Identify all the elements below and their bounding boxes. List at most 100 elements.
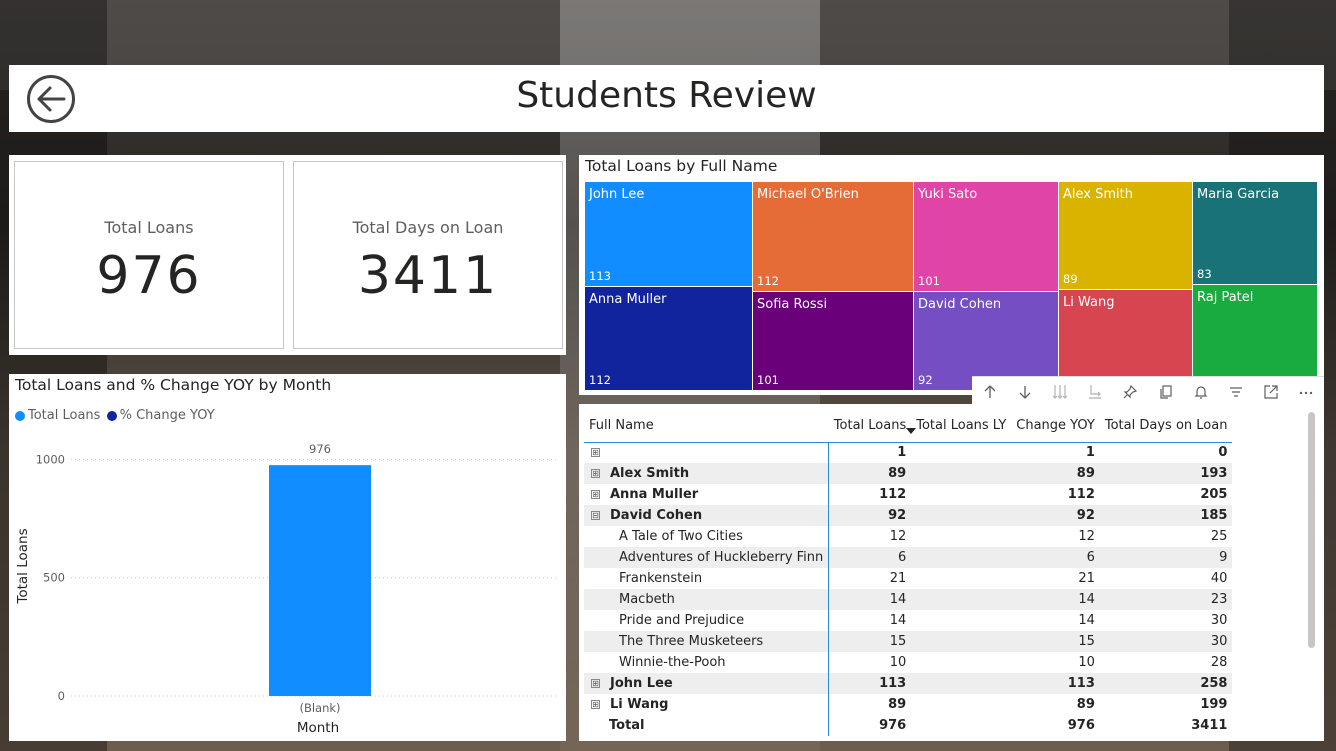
data-label: 976	[309, 442, 331, 456]
matrix-detail-row[interactable]: The Three Musketeers 15 15 30	[584, 631, 1233, 652]
matrix-table: Full Name Total Loans Total Loans LY Cha…	[584, 410, 1233, 736]
treemap-cell-sofia-rossi[interactable]: Sofia Rossi 101	[752, 291, 914, 391]
value-cell: 23	[1099, 589, 1233, 610]
value-cell: 10	[889, 655, 907, 670]
value-cell: 92	[828, 505, 912, 526]
matrix-group-row[interactable]: ⊟ David Cohen 92 92 185	[584, 505, 1233, 526]
value-cell: 258	[1099, 673, 1233, 694]
x-tick-label: (Blank)	[299, 701, 340, 715]
treemap-cell-maria-garcia[interactable]: Maria Garcia 83	[1192, 181, 1318, 285]
filter-icon[interactable]	[1222, 378, 1250, 406]
value-cell	[911, 442, 1011, 463]
legend-label: Total Loans	[28, 408, 101, 423]
matrix-group-row[interactable]: ⊞ Li Wang 89 89 199	[584, 694, 1232, 715]
value-cell	[911, 547, 1012, 568]
row-label: Pride and Prejudice	[619, 613, 745, 628]
matrix-detail-row[interactable]: Winnie-the-Pooh 10 10 28	[584, 652, 1232, 673]
kpi-value: 3411	[357, 246, 499, 306]
matrix-detail-row[interactable]: Frankenstein 21 21 40	[584, 568, 1232, 589]
treemap-cell-alex-smith[interactable]: Alex Smith 89	[1058, 181, 1193, 290]
expand-icon[interactable]: ⊞	[591, 490, 600, 499]
column-header-total-days-on-loan[interactable]: Total Days on Loan	[1099, 410, 1233, 443]
y-axis-title: Total Loans	[15, 528, 31, 604]
value-cell: 113	[828, 673, 912, 694]
matrix-detail-row[interactable]: Adventures of Huckleberry Finn 6 6 9	[584, 547, 1233, 568]
matrix-group-row[interactable]: ⊞ 1 1 0	[584, 442, 1232, 463]
row-label: Winnie-the-Pooh	[619, 655, 726, 670]
treemap-cell-yuki-sato[interactable]: Yuki Sato 101	[913, 181, 1059, 292]
value-cell	[911, 610, 1011, 631]
row-header-cell: ⊟ David Cohen	[584, 505, 830, 526]
value-cell: 112	[879, 487, 907, 502]
treemap-area: John Lee 113 Anna Muller 112 Michael O'B…	[584, 181, 1318, 391]
pin-icon[interactable]	[1116, 378, 1144, 406]
matrix-group-row[interactable]: ⊞ Alex Smith 89 89 193	[584, 463, 1233, 484]
alert-icon[interactable]	[1187, 378, 1215, 406]
row-header-cell: Winnie-the-Pooh	[584, 652, 830, 673]
expand-all-icon[interactable]	[1046, 378, 1074, 406]
expand-next-level-icon[interactable]	[1081, 378, 1109, 406]
value-cell: 89	[1076, 696, 1095, 712]
matrix-detail-row[interactable]: Macbeth 14 14 23	[584, 589, 1233, 610]
value-cell: 14	[1078, 613, 1095, 628]
value-cell: 113	[1011, 673, 1100, 694]
matrix-visual[interactable]: Full Name Total Loans Total Loans LY Cha…	[579, 404, 1324, 741]
treemap-cell-label: Yuki Sato	[918, 187, 978, 202]
treemap-cell-anna-muller[interactable]: Anna Muller 112	[584, 286, 753, 391]
drill-up-icon[interactable]	[976, 378, 1004, 406]
back-button[interactable]	[27, 75, 75, 123]
row-header-cell: ⊞ John Lee	[584, 673, 830, 694]
row-label: John Lee	[610, 676, 673, 691]
focus-mode-icon[interactable]	[1257, 378, 1285, 406]
legend-item-total-loans[interactable]: Total Loans	[15, 408, 100, 423]
drill-down-icon[interactable]	[1011, 378, 1039, 406]
column-header-change-yoy[interactable]: Change YOY	[1011, 410, 1100, 443]
value-cell: 112	[1067, 487, 1095, 502]
value-cell: 1	[1085, 445, 1095, 461]
matrix-detail-row[interactable]: A Tale of Two Cities 12 12 25	[584, 526, 1232, 547]
treemap-visual[interactable]: Total Loans by Full Name John Lee 113 An…	[579, 155, 1324, 395]
value-cell: 30	[1099, 631, 1233, 652]
sort-descending-icon[interactable]	[906, 428, 916, 434]
matrix-group-row[interactable]: ⊞ John Lee 113 113 258	[584, 673, 1233, 694]
header-banner: Students Review	[9, 65, 1324, 132]
treemap-cell-raj-patel[interactable]: Raj Patel	[1192, 284, 1318, 391]
value-cell: 15	[1011, 631, 1100, 652]
row-header-cell: ⊞	[584, 442, 830, 463]
column-header-total-loans[interactable]: Total Loans	[828, 410, 912, 443]
y-tick-label: 500	[43, 571, 65, 585]
more-options-icon[interactable]	[1292, 378, 1320, 406]
expand-icon[interactable]: ⊞	[591, 448, 600, 458]
copy-icon[interactable]	[1152, 378, 1180, 406]
y-tick-label: 1000	[36, 452, 65, 466]
kpi-card-total-loans[interactable]: Total Loans 976	[14, 161, 284, 349]
treemap-cell-john-lee[interactable]: John Lee 113	[584, 181, 753, 287]
value-cell	[911, 505, 1012, 526]
row-label: Frankenstein	[619, 571, 703, 586]
value-cell: 205	[1200, 487, 1228, 502]
expand-icon[interactable]: ⊞	[591, 469, 600, 478]
collapse-icon[interactable]: ⊟	[591, 511, 600, 520]
expand-icon[interactable]: ⊞	[591, 679, 600, 688]
row-header-cell: The Three Musketeers	[584, 631, 830, 652]
treemap-cell-michael-obrien[interactable]: Michael O'Brien 112	[752, 181, 914, 292]
total-value-cell: 3411	[1099, 714, 1233, 736]
treemap-cell-label: John Lee	[589, 187, 645, 202]
matrix-detail-row[interactable]: Pride and Prejudice 14 14 30	[584, 610, 1232, 631]
row-header-cell: Macbeth	[584, 589, 830, 610]
value-cell: 14	[889, 613, 907, 628]
bar-chart-visual[interactable]: 0 500 1000 976 (Blank) Month Total Loans Total…	[9, 374, 566, 741]
matrix-group-row[interactable]: ⊞ Anna Muller 112 112 205	[584, 484, 1232, 505]
expand-icon[interactable]: ⊞	[591, 699, 600, 709]
column-header-full-name[interactable]: Full Name	[584, 410, 829, 443]
kpi-card-total-days-on-loan[interactable]: Total Days on Loan 3411	[293, 161, 563, 349]
treemap-cell-label: Michael O'Brien	[757, 187, 859, 202]
bar-total-loans[interactable]	[269, 465, 371, 696]
value-cell: 28	[1210, 655, 1228, 670]
column-header-total-loans-ly[interactable]: Total Loans LY	[911, 410, 1012, 443]
value-cell: 193	[1099, 463, 1233, 484]
row-label: The Three Musketeers	[619, 634, 764, 649]
matrix-scrollbar[interactable]	[1308, 412, 1315, 648]
row-header-cell: Frankenstein	[584, 568, 830, 589]
legend-item-change-yoy[interactable]: % Change YOY	[106, 408, 215, 423]
